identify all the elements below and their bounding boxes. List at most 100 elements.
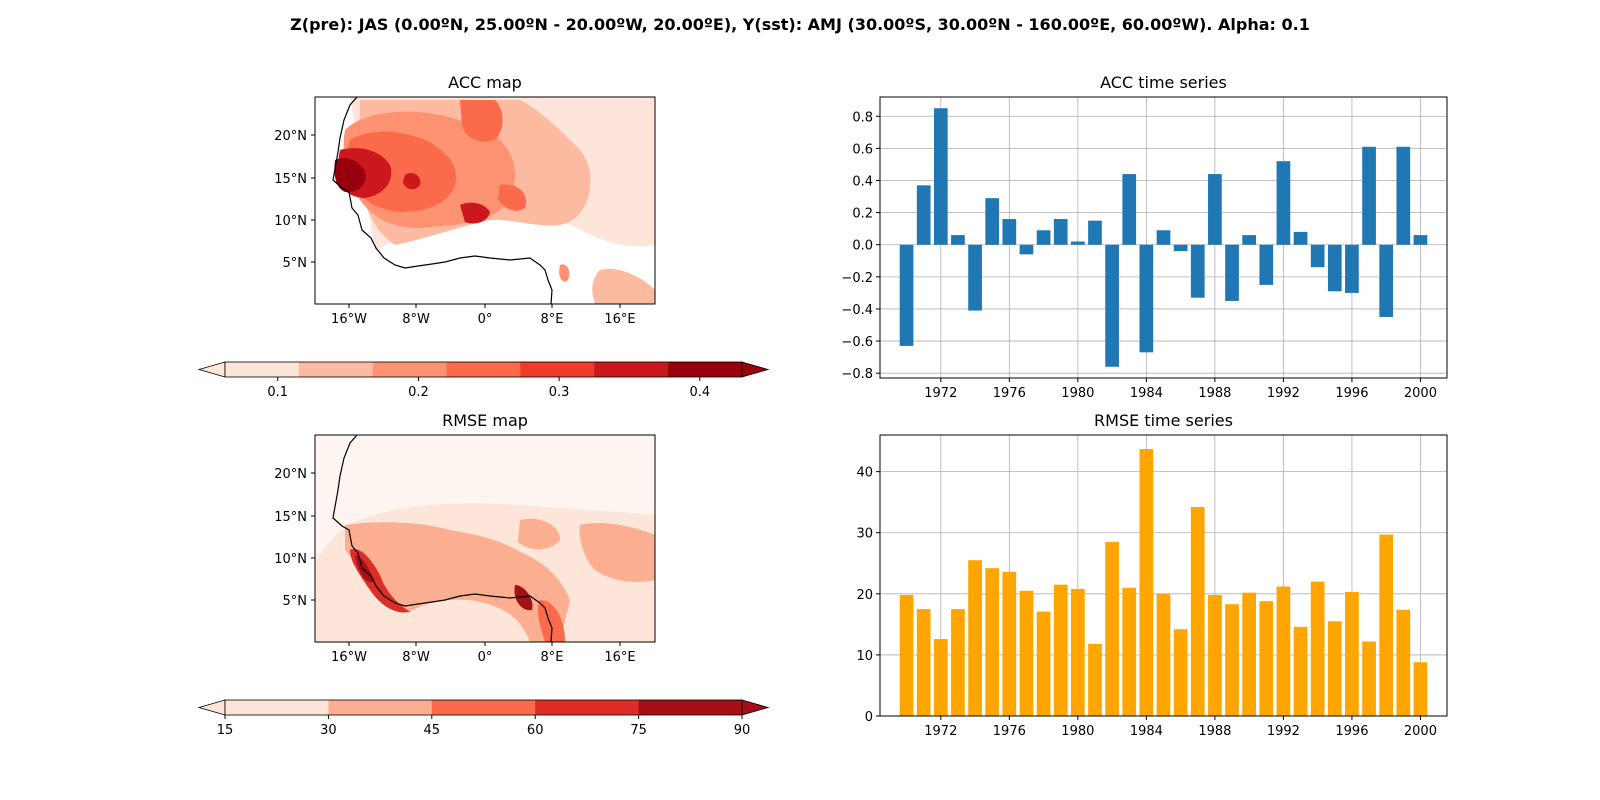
bar — [1259, 244, 1274, 285]
x-tick-label: 1996 — [1335, 724, 1368, 739]
bar — [1122, 587, 1137, 716]
bar — [1242, 235, 1257, 245]
x-tick-label: 1980 — [1061, 386, 1094, 401]
bar — [951, 235, 965, 245]
lat-tick-label: 10°N — [274, 552, 307, 567]
colorbar-swatch — [372, 362, 448, 377]
bar — [1173, 629, 1188, 716]
bar — [1088, 220, 1102, 245]
colorbar-swatch — [594, 362, 669, 377]
bar — [899, 244, 914, 346]
colorbar-extend-min — [197, 361, 226, 378]
bar — [1379, 244, 1394, 317]
colorbar-swatch — [225, 700, 329, 715]
bar — [916, 609, 931, 716]
colorbar-tick-label: 0.3 — [549, 385, 570, 400]
colorbar-swatch — [535, 700, 640, 715]
lat-tick-label: 15°N — [274, 172, 307, 187]
x-tick-label: 1976 — [993, 386, 1026, 401]
bar — [1259, 601, 1274, 716]
rmse-map-panel: RMSE map 20°N 15°N 10°N 5°N 16°W 8°W 0° 8°E 16°E — [274, 411, 656, 665]
acc-coastline — [332, 97, 553, 304]
colorbar-tick-label: 60 — [527, 723, 544, 738]
acc-blob-gulf — [559, 264, 570, 282]
bar — [1156, 593, 1171, 716]
y-tick-label: 0.6 — [852, 142, 873, 157]
bar — [1362, 641, 1376, 716]
acc-blob-c — [498, 184, 526, 211]
y-tick-label: 10 — [856, 649, 873, 664]
lat-tick-label: 20°N — [274, 467, 307, 482]
colorbar-tick-label: 0.2 — [408, 385, 429, 400]
bar — [951, 609, 965, 716]
rmse-blob-a — [518, 518, 560, 550]
lon-tick-label: 8°W — [402, 312, 430, 327]
colorbar-swatch — [225, 362, 300, 377]
rmse-level-2 — [345, 522, 570, 642]
bar — [1053, 219, 1068, 245]
acc-colorbar: 0.1 0.2 0.3 0.4 — [197, 361, 770, 400]
bar — [1070, 241, 1085, 245]
lat-tick-label: 5°N — [283, 256, 308, 271]
bar — [916, 185, 931, 245]
bar — [1208, 174, 1222, 245]
bar — [1242, 592, 1257, 716]
bar — [1036, 230, 1051, 245]
bar — [1139, 244, 1154, 353]
bar — [1190, 244, 1205, 298]
lon-tick-label: 16°E — [604, 650, 635, 665]
x-tick-label: 1988 — [1198, 724, 1231, 739]
acc-time-series-chart: ACC time series 1972 1976 1980 1984 1988 1992 1… — [841, 73, 1448, 401]
bar — [1327, 244, 1342, 292]
rmse-colorbar: 15 30 45 60 75 90 — [197, 699, 770, 738]
y-tick-label: −0.8 — [841, 367, 873, 382]
acc-map-title: ACC map — [448, 73, 522, 92]
acc-blob-a — [460, 202, 490, 224]
bar — [1396, 609, 1411, 716]
colorbar-swatch — [668, 362, 743, 377]
bar — [1122, 174, 1137, 245]
bar — [1002, 571, 1017, 716]
y-tick-label: −0.2 — [841, 271, 873, 286]
y-tick-label: 30 — [856, 527, 873, 542]
bar — [985, 198, 1000, 245]
bar — [1139, 449, 1154, 716]
lat-tick-label: 10°N — [274, 214, 307, 229]
bar — [1413, 662, 1428, 716]
colorbar-tick-label: 30 — [320, 723, 337, 738]
bar — [968, 244, 982, 311]
lon-tick-label: 0° — [478, 312, 493, 327]
colorbar-swatch — [446, 362, 521, 377]
bar — [1053, 584, 1068, 716]
bar — [1088, 643, 1102, 716]
bar — [1173, 244, 1188, 252]
x-tick-label: 1992 — [1267, 386, 1300, 401]
rmse-time-series-chart: RMSE time series 1972 1976 1980 1984 1988 1992… — [856, 411, 1448, 739]
chart-title: ACC time series — [1100, 73, 1227, 92]
lon-tick-label: 0° — [478, 650, 493, 665]
bar — [1105, 541, 1119, 716]
colorbar-swatch — [520, 362, 595, 377]
bar — [1413, 235, 1428, 245]
acc-north-blob — [460, 100, 503, 142]
colorbar-tick-label: 15 — [217, 723, 234, 738]
colorbar-tick-label: 75 — [630, 723, 647, 738]
acc-blob-sw — [592, 268, 655, 304]
colorbar-extend-max — [741, 361, 770, 378]
bar — [1310, 581, 1325, 716]
rmse-map-title: RMSE map — [442, 411, 528, 430]
bar — [1019, 590, 1034, 716]
x-tick-label: 1984 — [1130, 386, 1163, 401]
colorbar-tick-label: 0.4 — [689, 385, 710, 400]
x-tick-label: 1992 — [1267, 724, 1300, 739]
bar — [1105, 244, 1119, 367]
lon-tick-label: 16°W — [331, 312, 367, 327]
lon-tick-label: 16°E — [604, 312, 635, 327]
bar — [1225, 244, 1239, 301]
lon-tick-label: 16°W — [331, 650, 367, 665]
bar — [968, 560, 982, 716]
acc-map-field — [315, 97, 655, 304]
bar — [985, 568, 1000, 716]
